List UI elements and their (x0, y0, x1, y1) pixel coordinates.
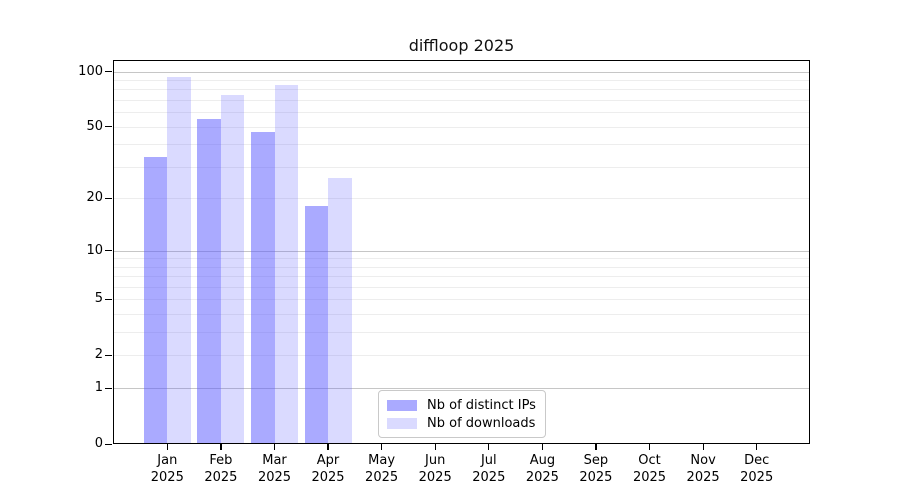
xtick-mark-feb (220, 444, 222, 450)
legend-swatch-downloads (387, 417, 417, 429)
legend-swatch-distinct-ips (387, 399, 417, 411)
ytick-mark-2 (105, 354, 112, 357)
ytick-label-5: 5 (94, 291, 103, 307)
bar-nb-of-downloads-apr (328, 178, 352, 444)
ytick-label-100: 100 (78, 63, 103, 79)
ytick-mark-1 (105, 387, 112, 389)
xtick-year: 2025 (365, 470, 399, 485)
ytick-label-0: 0 (94, 436, 103, 451)
xtick-label-aug: Aug 2025 (512, 452, 572, 486)
ytick-label-20: 20 (86, 190, 103, 206)
gridline-y-30 (113, 166, 810, 168)
ytick-mark-20 (105, 197, 112, 200)
ytick-mark-0 (105, 443, 112, 445)
xtick-year: 2025 (579, 470, 613, 485)
xtick-label-dec: Dec 2025 (727, 452, 787, 486)
gridline-y-90 (113, 79, 810, 81)
bar-nb-of-distinct-ips-jan (143, 157, 168, 444)
bar-nb-of-downloads-jan (167, 77, 191, 444)
legend: Nb of distinct IPs Nb of downloads (378, 390, 546, 438)
xtick-year: 2025 (204, 470, 238, 485)
legend-item-distinct-ips: Nb of distinct IPs (387, 396, 537, 414)
gridline-y-40 (113, 144, 810, 146)
plot-area (113, 60, 810, 444)
ytick-mark-50 (105, 126, 112, 128)
bar-nb-of-downloads-mar (274, 85, 298, 444)
gridline-y-6 (113, 286, 810, 288)
xtick-mark-apr (327, 444, 329, 450)
legend-label-distinct-ips: Nb of distinct IPs (427, 397, 536, 413)
ytick-label-50: 50 (86, 118, 103, 134)
xtick-label-oct: Oct 2025 (620, 452, 680, 486)
xtick-label-may: May 2025 (352, 452, 412, 486)
gridline-y-4 (113, 314, 810, 316)
ytick-label-1: 1 (94, 380, 103, 396)
gridline-y-1 (113, 388, 810, 390)
xtick-year: 2025 (311, 470, 345, 485)
xtick-mark-may (381, 444, 383, 450)
xtick-label-jul: Jul 2025 (459, 452, 519, 486)
ytick-label-2: 2 (94, 347, 103, 363)
xtick-year: 2025 (257, 470, 292, 485)
xtick-mark-oct (648, 444, 651, 450)
gridline-y-70 (113, 99, 810, 101)
bar-nb-of-downloads-feb (220, 94, 245, 444)
gridline-y-10 (113, 250, 810, 252)
chart-title: diffloop 2025 (408, 36, 515, 55)
bar-nb-of-distinct-ips-feb (197, 119, 221, 444)
xtick-mark-dec (756, 444, 758, 450)
legend-label-downloads: Nb of downloads (427, 415, 536, 431)
bar-nb-of-distinct-ips-mar (251, 131, 275, 444)
xtick-year: 2025 (150, 470, 184, 485)
xtick-year: 2025 (472, 470, 506, 485)
gridline-y-80 (113, 89, 810, 91)
gridline-y-50 (113, 126, 810, 128)
gridline-y-9 (113, 258, 810, 260)
gridline-y-5 (113, 299, 810, 301)
xtick-label-jan: Jan 2025 (137, 452, 197, 486)
xtick-label-jun: Jun 2025 (405, 452, 465, 486)
xtick-label-feb: Feb 2025 (191, 452, 251, 486)
gridline-y-100 (113, 71, 810, 73)
xtick-mark-aug (541, 444, 544, 450)
xtick-label-nov: Nov 2025 (673, 452, 733, 486)
ytick-label-10: 10 (86, 242, 103, 258)
xtick-year: 2025 (686, 470, 720, 485)
gridline-y-8 (113, 266, 810, 268)
xtick-year: 2025 (418, 470, 452, 485)
xtick-mark-nov (702, 444, 704, 450)
xtick-year: 2025 (740, 470, 774, 485)
xtick-mark-mar (273, 444, 276, 450)
gridline-y-3 (113, 332, 810, 334)
gridline-y-60 (113, 112, 810, 114)
xtick-mark-jan (166, 444, 168, 450)
legend-item-downloads: Nb of downloads (387, 414, 537, 432)
xtick-year: 2025 (525, 470, 559, 485)
xtick-mark-jul (488, 444, 490, 450)
xtick-label-apr: Apr 2025 (298, 452, 358, 486)
xtick-mark-jun (434, 444, 436, 450)
bar-nb-of-distinct-ips-apr (304, 206, 328, 444)
xtick-label-mar: Mar 2025 (245, 452, 305, 486)
xtick-mark-sep (595, 444, 597, 450)
gridline-y-20 (113, 198, 810, 200)
ytick-mark-100 (105, 71, 112, 73)
gridline-y-7 (113, 276, 810, 278)
xtick-label-sep: Sep 2025 (566, 452, 626, 486)
gridline-y-2 (113, 355, 810, 357)
ytick-mark-10 (105, 250, 112, 252)
xtick-year: 2025 (632, 470, 667, 485)
ytick-mark-5 (105, 298, 112, 301)
